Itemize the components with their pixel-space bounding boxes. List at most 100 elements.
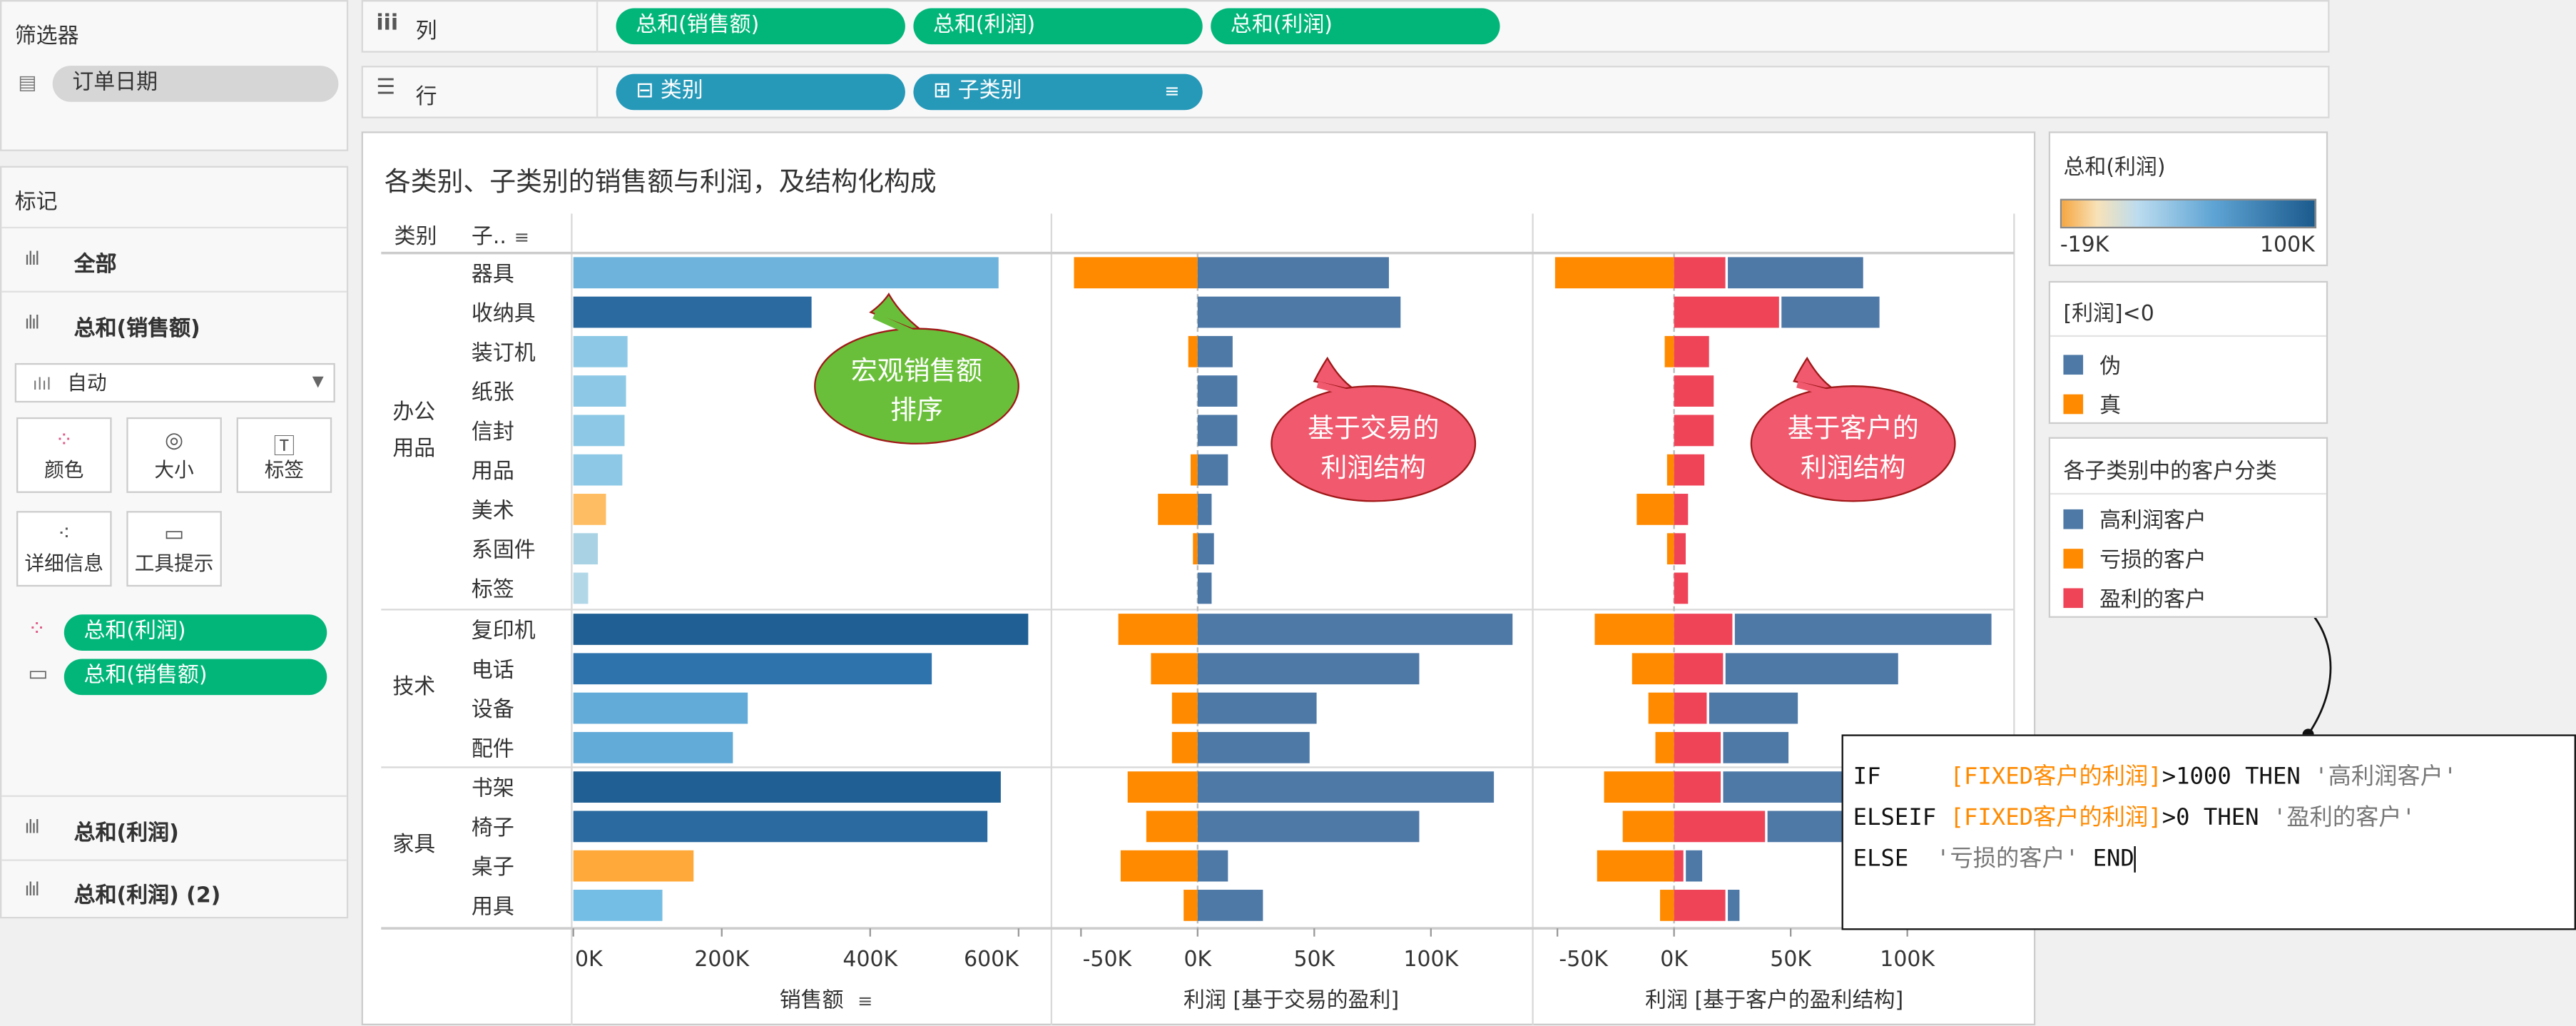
- transaction-profit-bar: [1197, 296, 1401, 328]
- legend-label: 亏损的客户: [2099, 549, 2206, 574]
- field-ref: [FIXED客户的利润]: [1950, 763, 2162, 791]
- column-pill-profit[interactable]: 总和(利润): [913, 8, 1203, 45]
- bar-chart-icon: ılıl: [24, 248, 40, 270]
- customer-loss-bar: [1631, 653, 1674, 685]
- transaction-loss-bar: [1120, 850, 1198, 882]
- customer-loss-bar: [1554, 257, 1674, 289]
- column-pill-sales[interactable]: 总和(销售额): [616, 8, 905, 45]
- customer-profit-bar: [1674, 572, 1689, 604]
- transaction-profit-bar: [1197, 454, 1228, 486]
- mark-type-dropdown[interactable]: ılıl 自动 ▼: [14, 362, 335, 403]
- subcategory-label: 纸张: [472, 380, 514, 405]
- axis-title: 销售额: [780, 988, 844, 1013]
- row-pill-subcategory[interactable]: ⊞ 子类别 ≡: [913, 73, 1203, 111]
- transaction-profit-bar: [1197, 811, 1420, 843]
- rows-shelf: ☰ 行 ⊟ 类别 ⊞ 子类别 ≡: [361, 66, 2330, 118]
- transaction-loss-bar: [1193, 533, 1198, 565]
- transaction-profit-bar: [1197, 850, 1228, 882]
- customer-profit-bar: [1674, 454, 1705, 486]
- axis-tick-label: 600K: [964, 947, 1019, 972]
- kw: ELSEIF: [1853, 805, 1950, 832]
- legend-item[interactable]: 真: [2063, 387, 2121, 419]
- category-label: 用品: [392, 436, 435, 461]
- string: '盈利的客户': [2272, 805, 2416, 832]
- kw: ELSE: [1853, 845, 1937, 873]
- sales-bar: [573, 415, 625, 447]
- transaction-loss-bar: [1118, 614, 1198, 645]
- bar-chart-icon: ılıl: [24, 312, 40, 334]
- calculation-formula-box[interactable]: IF [FIXED客户的利润]>1000 THEN '高利润客户' ELSEIF…: [1841, 734, 2576, 930]
- sort-icon: ≡: [514, 226, 529, 248]
- subcategory-label: 装订机: [472, 340, 536, 365]
- axis-tick-label: 400K: [842, 947, 898, 972]
- text-cursor: ​: [2134, 845, 2137, 873]
- subcategory-label: 标签: [472, 577, 514, 602]
- legend-label: 伪: [2099, 355, 2122, 380]
- marks-card-sales[interactable]: ılıl 总和(销售额): [1, 293, 347, 355]
- transaction-profit-bar: [1197, 335, 1233, 367]
- columns-shelf: iii 列 总和(销售额) 总和(利润) 总和(利润): [361, 0, 2330, 53]
- customer-profit-bar: [1674, 850, 1684, 882]
- customer-profit-bar: [1674, 296, 1779, 328]
- customer-loss-bar: [1597, 850, 1674, 882]
- customer-high-profit-bar: [1767, 811, 1843, 843]
- sales-bar: [573, 850, 694, 882]
- subcategory-label: 系固件: [472, 538, 536, 563]
- sales-bar: [573, 890, 663, 921]
- axis-tick-label: 200K: [694, 947, 750, 972]
- filters-panel: 筛选器 ▤ 订单日期: [0, 0, 349, 151]
- category-label: 技术: [392, 674, 435, 699]
- legend-label: 真: [2099, 394, 2122, 420]
- tooltip-icon: ▭: [28, 662, 49, 687]
- collapse-icon: ⊟: [636, 78, 654, 104]
- op: >1000 THEN: [2162, 763, 2315, 791]
- sales-bar: [573, 533, 599, 565]
- customer-loss-bar: [1666, 454, 1674, 486]
- bar-chart-icon: ılıl: [24, 816, 40, 838]
- legend-item[interactable]: 盈利的客户: [2063, 581, 2206, 613]
- tooltip-button[interactable]: ▭ 工具提示: [126, 511, 222, 587]
- kw: IF: [1853, 763, 1950, 791]
- sales-bar: [573, 692, 748, 724]
- marks-panel: 标记 ılıl 全部 ılıl 总和(销售额) ılıl 自动 ▼ ⁘ 颜色 ◎ 大小 …: [0, 166, 349, 922]
- divider: [2050, 492, 2326, 495]
- viz-title: 各类别、子类别的销售额与利润，及结构化构成: [384, 166, 937, 198]
- subcategory-label: 桌子: [472, 855, 514, 880]
- axis-tick-label: -50K: [1559, 947, 1609, 972]
- row-pill-category[interactable]: ⊟ 类别: [616, 73, 905, 111]
- size-button[interactable]: ◎ 大小: [126, 417, 222, 493]
- subcategory-label: 美术: [472, 498, 514, 523]
- bar-chart-icon: ılıl: [24, 879, 40, 900]
- transaction-profit-bar: [1197, 771, 1495, 803]
- negative-profit-legend: [利润]<0 伪 真: [2048, 280, 2328, 425]
- detail-button[interactable]: ⁖ 详细信息: [16, 511, 112, 587]
- legend-item[interactable]: 伪: [2063, 348, 2121, 380]
- subcategory-label: 收纳具: [472, 301, 536, 326]
- column-pill-profit-2[interactable]: 总和(利润): [1211, 8, 1500, 45]
- marks-card-profit[interactable]: ılıl 总和(利润): [1, 795, 347, 861]
- sales-bar: [573, 572, 589, 604]
- customer-high-profit-bar: [1734, 614, 1992, 645]
- marks-field-sales[interactable]: 总和(销售额): [63, 659, 327, 696]
- customer-loss-bar: [1666, 533, 1674, 565]
- filter-pill-order-date[interactable]: 订单日期: [52, 66, 339, 102]
- callout-text: 利润结构: [1801, 452, 1905, 483]
- bar-chart-icon: ılıl: [33, 376, 51, 395]
- marks-card-profit-2[interactable]: ılıl 总和(利润) (2): [1, 859, 347, 922]
- callout-text: 基于客户的: [1788, 413, 1919, 444]
- customer-high-profit-bar: [1709, 692, 1798, 724]
- marks-title: 标记: [14, 191, 58, 215]
- marks-field-profit[interactable]: 总和(利润): [63, 614, 327, 651]
- color-button[interactable]: ⁘ 颜色: [16, 417, 112, 493]
- marks-card-all[interactable]: ılıl 全部: [1, 226, 347, 293]
- transaction-profit-bar: [1197, 415, 1238, 447]
- legend-item[interactable]: 高利润客户: [2063, 503, 2206, 534]
- legend-item[interactable]: 亏损的客户: [2063, 542, 2206, 574]
- subcategory-label: 信封: [472, 420, 514, 445]
- label-button[interactable]: 🅃 标签: [236, 417, 332, 493]
- customer-loss-bar: [1594, 614, 1674, 645]
- customer-high-profit-bar: [1781, 296, 1880, 328]
- sales-bar: [573, 811, 988, 843]
- color-gradient-bar: [2060, 198, 2317, 229]
- legend-title: 总和(利润): [2063, 156, 2166, 181]
